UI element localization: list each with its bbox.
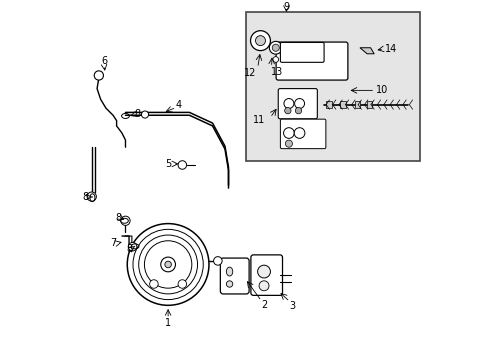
Circle shape [259,281,268,291]
Circle shape [178,280,186,288]
Bar [246,12,420,161]
Circle shape [257,265,270,278]
Circle shape [139,235,197,294]
Circle shape [121,216,130,225]
Circle shape [294,99,304,108]
Text: 12: 12 [243,68,255,78]
Bar [325,102,331,108]
Circle shape [284,99,293,108]
Text: 10: 10 [375,85,387,95]
Ellipse shape [226,281,232,287]
FancyBboxPatch shape [250,255,282,295]
FancyBboxPatch shape [280,119,325,149]
Text: 8: 8 [82,192,88,202]
Text: 5: 5 [164,159,171,169]
Circle shape [272,57,278,62]
Circle shape [294,128,305,138]
Text: 1: 1 [165,318,171,328]
Circle shape [250,31,270,51]
Text: 8: 8 [126,244,132,254]
FancyBboxPatch shape [280,42,324,62]
Circle shape [141,111,148,118]
Circle shape [269,41,282,54]
Circle shape [87,192,96,201]
Circle shape [178,161,186,169]
Text: 13: 13 [270,67,283,77]
Text: 3: 3 [289,301,295,311]
Circle shape [285,140,292,147]
Circle shape [272,44,279,51]
Circle shape [144,241,191,288]
Text: 7: 7 [110,238,116,248]
Text: 6: 6 [101,56,107,66]
Text: 11: 11 [252,114,264,125]
Text: 14: 14 [384,44,396,54]
FancyBboxPatch shape [276,42,347,80]
Circle shape [284,107,290,114]
Circle shape [128,242,137,251]
Circle shape [149,280,158,288]
Ellipse shape [226,267,232,276]
Bar [366,102,372,108]
FancyBboxPatch shape [278,89,317,119]
Circle shape [161,257,175,272]
Circle shape [94,71,103,80]
Text: 2: 2 [261,300,266,310]
Circle shape [255,36,265,46]
Text: 8: 8 [115,213,121,223]
Circle shape [133,229,203,300]
Circle shape [213,257,222,265]
Text: 4: 4 [175,100,182,109]
Text: 9: 9 [283,2,289,12]
Bar [354,102,359,108]
Bar [340,102,345,108]
Circle shape [283,128,294,138]
Polygon shape [359,48,373,54]
Circle shape [164,261,171,268]
Circle shape [295,107,301,114]
Circle shape [127,224,208,305]
FancyBboxPatch shape [220,258,248,294]
Text: 8: 8 [134,109,140,119]
